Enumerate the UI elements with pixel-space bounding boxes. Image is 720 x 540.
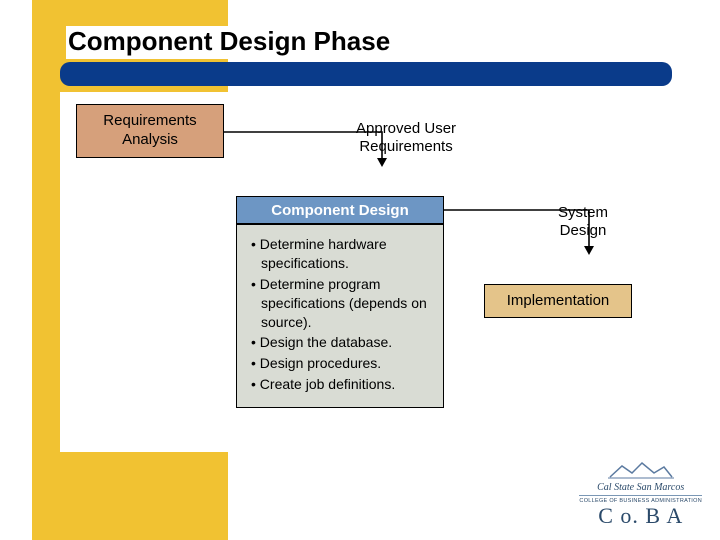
implementation-box: Implementation <box>484 284 632 318</box>
cd-bullet: • Determine hardware specifications. <box>251 235 431 273</box>
slide-title: Component Design Phase <box>66 26 396 59</box>
cd-bullet: • Determine program specifications (depe… <box>251 275 431 332</box>
approved-user-requirements-label: Approved User Requirements <box>356 120 456 156</box>
component-design-header: Component Design <box>236 196 444 224</box>
cd-bullet: • Design the database. <box>251 333 431 352</box>
implementation-label: Implementation <box>507 292 610 311</box>
component-design-header-text: Component Design <box>271 202 409 219</box>
logo-line1: Cal State San Marcos <box>579 482 702 493</box>
horizontal-accent-band <box>60 62 672 86</box>
page-number: 17 <box>10 510 26 526</box>
component-design-body: • Determine hardware specifications. • D… <box>236 224 444 408</box>
requirements-analysis-label: Requirements Analysis <box>103 112 196 150</box>
mountain-icon <box>606 459 676 481</box>
cd-bullet: • Design procedures. <box>251 354 431 373</box>
logo-line3: C o. B A <box>579 504 702 528</box>
flow-diagram: Requirements Analysis Approved User Requ… <box>60 92 672 452</box>
footer-logo: Cal State San Marcos COLLEGE OF BUSINESS… <box>579 459 702 528</box>
cd-bullet: • Create job definitions. <box>251 375 431 394</box>
requirements-analysis-box: Requirements Analysis <box>76 104 224 158</box>
system-design-label: System Design <box>558 204 608 240</box>
